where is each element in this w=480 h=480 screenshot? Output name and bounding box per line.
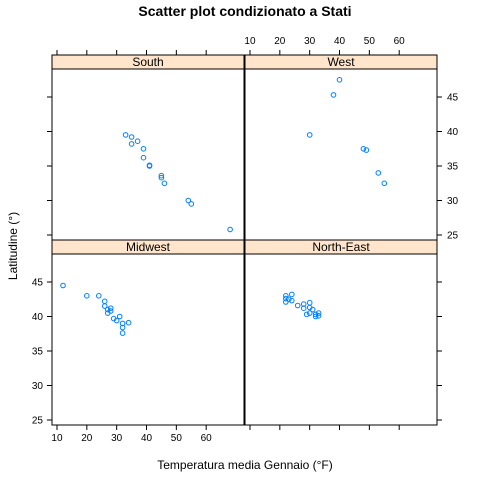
data-point	[300, 301, 307, 307]
data-point	[122, 132, 129, 138]
x-axis-label: Temperatura media Gennaio (°F)	[157, 458, 333, 472]
data-point	[330, 92, 337, 98]
y-tick-label: 25	[447, 231, 459, 242]
data-point	[60, 282, 66, 289]
data-point	[158, 172, 165, 179]
y-tick-label: 30	[32, 381, 44, 392]
data-point	[185, 197, 192, 204]
x-tick-label: 20	[274, 36, 286, 47]
data-point	[360, 146, 367, 152]
x-tick-label: 50	[364, 36, 376, 47]
panel-midwest: Midwest	[51, 239, 245, 426]
panel-frame	[51, 253, 245, 426]
data-point	[128, 134, 135, 140]
x-tick-label: 10	[51, 433, 63, 444]
y-tick-label: 25	[32, 416, 44, 427]
data-point	[140, 146, 147, 152]
panel-south: South	[51, 54, 245, 241]
data-point	[101, 303, 108, 309]
chart-title: Scatter plot condizionato a Stati	[138, 3, 351, 19]
panel-west: West	[244, 54, 438, 241]
data-point	[309, 306, 316, 313]
strip-label: Midwest	[126, 240, 171, 254]
data-point	[300, 305, 307, 312]
data-point	[294, 302, 301, 309]
data-point	[315, 313, 322, 319]
data-point	[104, 306, 111, 313]
data-point	[101, 298, 108, 305]
data-point	[161, 180, 168, 187]
data-point	[312, 311, 319, 318]
data-point	[381, 180, 388, 187]
data-point	[134, 138, 141, 144]
data-point	[96, 293, 102, 299]
data-point	[289, 297, 295, 304]
data-point	[283, 293, 289, 299]
data-point	[146, 163, 153, 169]
y-tick-label: 40	[32, 312, 44, 323]
data-point	[116, 313, 123, 320]
data-point	[283, 299, 289, 305]
data-point	[306, 310, 313, 316]
data-point	[303, 311, 310, 318]
strip-label: West	[327, 55, 355, 69]
data-point	[107, 305, 114, 312]
data-point	[140, 154, 147, 161]
x-tick-label: 30	[111, 433, 123, 444]
data-point	[188, 201, 195, 207]
x-tick-label: 30	[304, 36, 316, 47]
x-tick-label: 50	[171, 433, 183, 444]
x-tick-label: 40	[334, 36, 346, 47]
data-point	[119, 330, 126, 336]
y-tick-label: 40	[447, 127, 459, 138]
data-point	[312, 313, 319, 320]
data-point	[125, 319, 132, 326]
y-tick-label: 30	[447, 196, 459, 207]
panels-layer: South West Midwest North-East	[51, 54, 438, 426]
panel-frame	[51, 68, 245, 241]
data-point	[119, 324, 126, 331]
y-tick-label: 45	[32, 278, 44, 289]
data-point	[336, 77, 343, 83]
data-point	[283, 295, 289, 302]
data-point	[158, 174, 165, 181]
data-point	[113, 317, 120, 324]
data-point	[84, 293, 90, 299]
data-point	[306, 132, 313, 138]
x-tick-label: 60	[394, 36, 406, 47]
y-tick-label: 35	[447, 162, 459, 173]
data-point	[289, 291, 295, 298]
y-tick-label: 35	[32, 347, 44, 358]
data-point	[363, 147, 370, 153]
panel-frame	[244, 68, 438, 241]
x-tick-label: 40	[141, 433, 153, 444]
y-tick-label: 45	[447, 93, 459, 104]
data-point	[375, 170, 382, 176]
data-point	[227, 226, 233, 233]
x-tick-label: 60	[201, 433, 213, 444]
y-axis-label: Latitudine (°)	[6, 212, 20, 280]
x-tick-label: 20	[81, 433, 93, 444]
data-point	[128, 141, 135, 147]
axes-layer: 10 20 30 40 50 60 10 20 30 40 50 60 25 30 35 40 45 25 30 35…	[32, 36, 459, 444]
strip-label: South	[132, 55, 163, 69]
data-point	[104, 310, 111, 316]
strip-label: North-East	[312, 240, 370, 254]
data-point	[306, 299, 313, 306]
x-tick-label: 10	[244, 36, 256, 47]
panel-north-east: North-East	[244, 239, 438, 426]
data-point	[119, 320, 126, 327]
panel-frame	[244, 253, 438, 426]
data-point	[315, 310, 322, 316]
